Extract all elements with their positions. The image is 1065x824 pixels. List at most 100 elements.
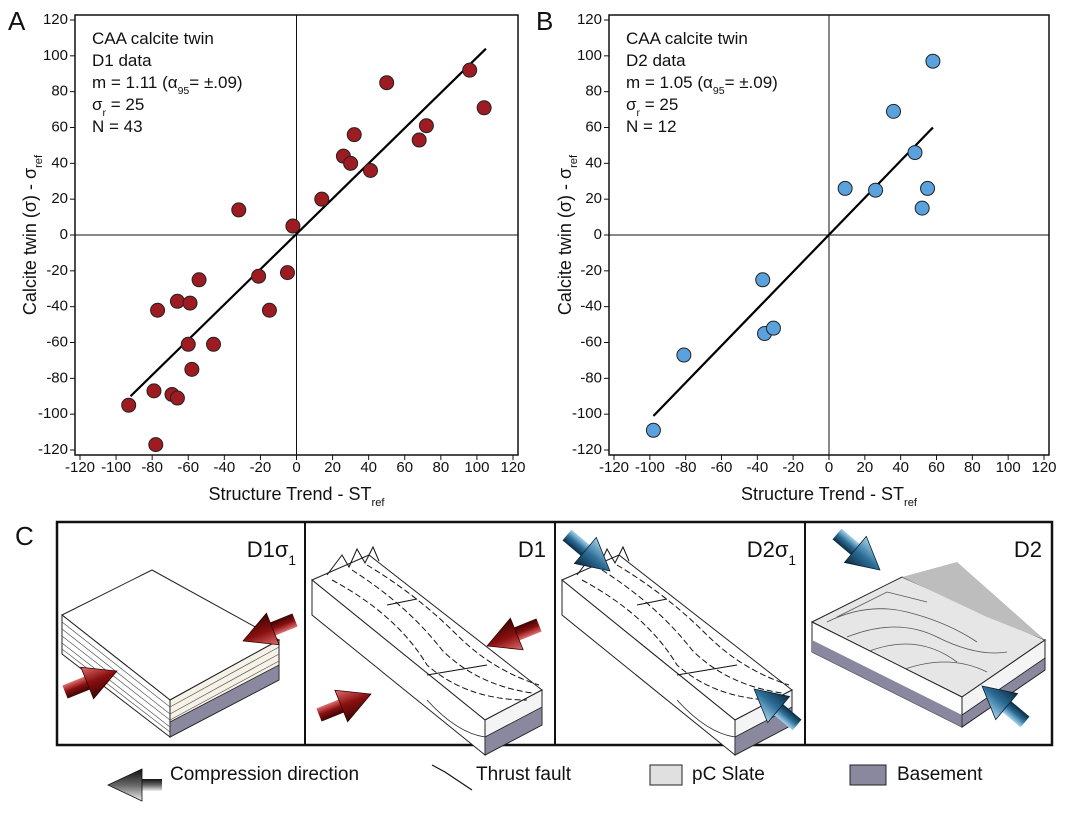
legend: Compression direction Thrust fault pC Sl… — [107, 764, 983, 802]
x-tick-label: -80 — [141, 459, 163, 476]
y-tick-label: 0 — [60, 226, 68, 243]
y-tick-label: 0 — [594, 226, 602, 243]
x-axis-title-part: ref — [904, 497, 918, 509]
point — [868, 182, 884, 198]
fit-line — [652, 126, 934, 417]
annotation-part: m = 1.11 (α — [92, 73, 178, 92]
y-tick-label: 20 — [585, 190, 602, 207]
annotation: N = 43 — [92, 117, 143, 136]
y-tick-label: 100 — [43, 47, 68, 64]
x-tick-label: -80 — [675, 459, 697, 476]
annotation-part: = ±.09) — [189, 73, 242, 92]
legend-swatch — [849, 764, 887, 786]
annotation-part: CAA calcite twin — [626, 29, 748, 48]
x-tick-label: -60 — [177, 459, 199, 476]
point — [279, 265, 295, 281]
annotation: CAA calcite twin — [626, 29, 748, 48]
annotation-part: N = 43 — [92, 117, 143, 136]
x-tick-label: 80 — [964, 459, 981, 476]
y-tick-label: -40 — [46, 298, 68, 315]
panel-title-part: 1 — [788, 553, 796, 568]
x-tick-label: 120 — [500, 459, 525, 476]
point — [411, 132, 427, 148]
annotation-part: N = 12 — [626, 117, 677, 136]
block-diagram — [810, 520, 1047, 736]
diagram: C D1σ1 D1 D2σ1 D2 — [15, 520, 1054, 756]
annotation: N = 12 — [626, 117, 677, 136]
y-tick-label: -60 — [46, 333, 68, 350]
y-tick-label: -20 — [580, 262, 602, 279]
y-axis-title-part: Calcite twin (σ) - σ — [555, 168, 575, 315]
point — [914, 200, 930, 216]
y-axis-title-part: ref — [568, 154, 580, 168]
annotation-part: = 25 — [640, 95, 678, 114]
legend-label: pC Slate — [692, 764, 765, 785]
x-tick-label: -40 — [213, 459, 235, 476]
y-tick-label: 120 — [43, 11, 68, 28]
point — [676, 347, 692, 363]
point — [251, 268, 267, 284]
point — [346, 127, 362, 143]
point — [645, 422, 661, 438]
y-tick-label: 20 — [51, 190, 68, 207]
x-tick-label: 40 — [892, 459, 909, 476]
point — [191, 272, 207, 288]
panel-label: B — [536, 6, 553, 36]
annotation-part: m = 1.05 (α — [626, 73, 713, 92]
y-tick-label: -20 — [46, 262, 68, 279]
point — [925, 53, 941, 69]
point — [907, 145, 923, 161]
point — [148, 437, 164, 453]
x-tick-label: 0 — [825, 459, 833, 476]
y-tick-label: -100 — [38, 405, 68, 422]
point — [886, 103, 901, 119]
legend-label: Basement — [897, 764, 983, 785]
annotation-part: σ — [626, 95, 637, 114]
block-diagram — [58, 569, 302, 739]
point — [343, 155, 359, 171]
panel-title-part: D1 — [518, 537, 546, 562]
x-tick-label: -20 — [250, 459, 272, 476]
x-tick-label: 40 — [360, 459, 377, 476]
point — [765, 320, 781, 336]
y-axis-title-part: ref — [33, 154, 45, 168]
point — [150, 302, 166, 318]
point — [418, 118, 434, 134]
point — [206, 336, 222, 352]
y-tick-label: 80 — [51, 83, 68, 100]
x-tick-label: 80 — [432, 459, 449, 476]
annotation: σr = 25 — [626, 95, 678, 119]
annotation-part: D1 data — [92, 51, 152, 70]
y-tick-label: 60 — [585, 118, 602, 135]
point — [182, 295, 198, 311]
x-tick-label: -100 — [101, 459, 131, 476]
y-tick-label: 40 — [51, 154, 68, 171]
x-tick-label: -40 — [746, 459, 768, 476]
x-axis-title-part: Structure Trend - ST — [208, 484, 371, 504]
x-tick-label: -60 — [711, 459, 733, 476]
y-tick-label: -80 — [46, 369, 68, 386]
panel-label: A — [8, 6, 26, 36]
y-tick-label: -80 — [580, 369, 602, 386]
point — [837, 180, 853, 196]
y-tick-label: -120 — [572, 441, 602, 458]
y-tick-label: 80 — [585, 83, 602, 100]
annotation-part: σ — [92, 95, 103, 114]
panel-title-part: 1 — [288, 553, 296, 568]
panel-title-part: D2 — [1014, 537, 1042, 562]
y-tick-label: 120 — [577, 11, 602, 28]
point — [184, 361, 200, 377]
annotation-part: CAA calcite twin — [92, 29, 214, 48]
x-tick-label: -120 — [65, 459, 95, 476]
x-tick-label: 100 — [464, 459, 489, 476]
charts: -120 -100 -80 -60 -40 -20 0 20 40 60 80 100 120-120-… — [8, 6, 1057, 509]
annotation-part: r — [637, 107, 641, 119]
legend-swatch — [649, 764, 683, 786]
x-axis-title-part: ref — [372, 497, 386, 509]
annotation-part: 95 — [713, 85, 725, 97]
legend-label: Compression direction — [170, 764, 359, 785]
panel-title: D2σ1 — [747, 537, 796, 568]
point — [314, 191, 330, 207]
y-tick-label: 60 — [51, 118, 68, 135]
